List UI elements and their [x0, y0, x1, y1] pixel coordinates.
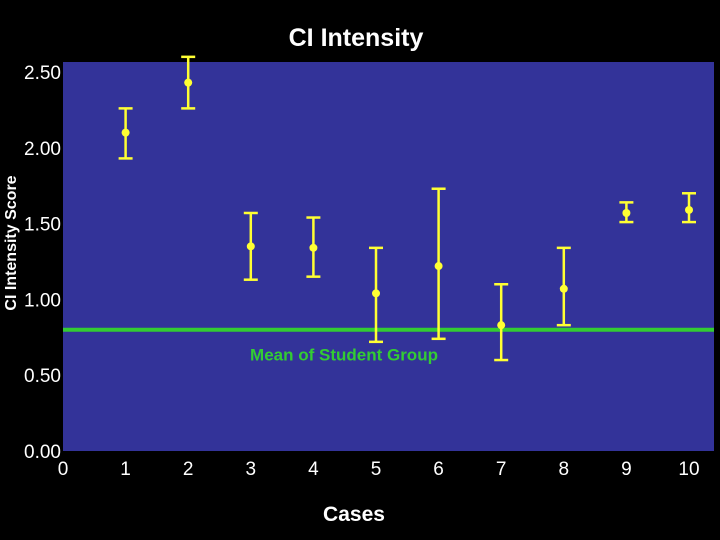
data-point	[682, 192, 696, 224]
x-tick-label: 7	[496, 459, 507, 480]
data-point-marker	[559, 284, 568, 293]
x-tick-label: 8	[559, 459, 570, 480]
x-tick-label: 5	[371, 459, 382, 480]
x-tick-label: 9	[621, 459, 632, 480]
y-tick-label: 2.50	[24, 63, 61, 84]
plot-area	[63, 62, 714, 451]
data-point-marker	[246, 242, 255, 251]
y-tick-label: 0.00	[24, 442, 61, 463]
data-point-marker	[622, 208, 631, 217]
x-tick-label: 0	[58, 459, 69, 480]
x-tick-label: 10	[678, 459, 699, 480]
data-point	[243, 211, 258, 281]
x-tick-labels: 0 1 2 3 4 5 6 7 8 9 10	[58, 459, 700, 480]
x-tick-label: 6	[433, 459, 444, 480]
data-point-marker	[184, 78, 193, 87]
data-point-marker	[121, 128, 130, 137]
x-tick-label: 4	[308, 459, 319, 480]
chart-title: CI Intensity	[289, 24, 424, 52]
data-point	[619, 201, 634, 224]
data-point-marker	[434, 262, 443, 271]
y-tick-label: 2.00	[24, 139, 61, 160]
x-tick-label: 3	[246, 459, 257, 480]
data-point	[181, 55, 196, 110]
data-point-marker	[497, 321, 506, 330]
data-point-marker	[372, 289, 380, 298]
data-point	[118, 107, 133, 160]
x-axis-label: Cases	[323, 503, 385, 526]
data-point	[369, 246, 383, 344]
data-point	[306, 216, 321, 278]
y-tick-labels: 0.00 0.50 1.00 1.50 2.00 2.50	[24, 63, 61, 463]
reference-line-label: Mean of Student Group	[250, 346, 438, 365]
y-axis-label: CI Intensity Score	[3, 175, 20, 310]
y-tick-label: 1.00	[24, 290, 61, 311]
data-point	[556, 246, 571, 327]
reference-line-group: Mean of Student Group	[63, 327, 714, 365]
x-tick-label: 2	[183, 459, 194, 480]
data-point-marker	[685, 205, 693, 214]
y-tick-label: 0.50	[24, 366, 61, 387]
data-points	[118, 55, 696, 362]
data-point	[431, 187, 446, 341]
x-tick-label: 1	[120, 459, 131, 480]
data-point	[494, 282, 509, 362]
y-tick-label: 1.50	[24, 215, 61, 236]
data-point-marker	[309, 243, 318, 252]
